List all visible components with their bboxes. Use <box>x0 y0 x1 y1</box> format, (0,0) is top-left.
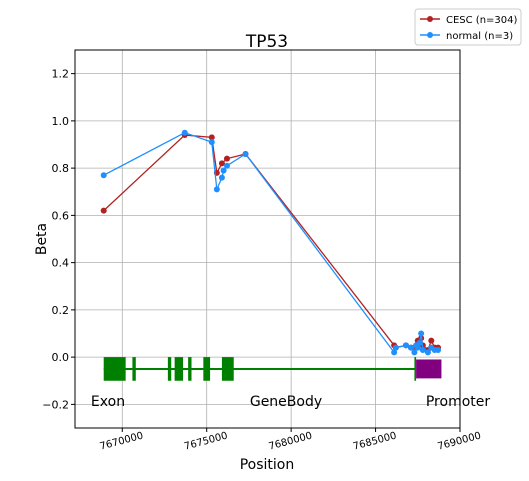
exon-block <box>414 357 417 381</box>
x-tick-label: 7690000 <box>436 431 482 453</box>
exon-block <box>132 357 136 381</box>
exon-block <box>221 357 234 381</box>
data-point-normal <box>213 186 220 193</box>
data-point-normal <box>218 174 225 181</box>
data-point-normal <box>414 344 421 351</box>
y-tick-label: 0.0 <box>52 351 70 364</box>
x-tick-label: 7670000 <box>99 431 145 453</box>
data-point-normal <box>408 344 415 351</box>
legend: CESC (n=304) normal (n=3) <box>414 8 522 46</box>
y-tick-label: 1.0 <box>52 115 70 128</box>
data-point-cesc <box>223 155 230 162</box>
data-point-normal <box>411 349 418 356</box>
data-point-normal <box>419 347 426 354</box>
exon-block <box>188 357 192 381</box>
legend-box <box>414 8 522 46</box>
x-axis-label: Position <box>240 457 295 473</box>
legend-marker-normal <box>427 32 433 38</box>
legend-label-cesc: CESC (n=304) <box>446 15 518 26</box>
plot-frame <box>74 49 461 429</box>
y-tick-label: 0.2 <box>52 304 70 317</box>
exon-block <box>203 357 211 381</box>
x-tick-label: 7675000 <box>183 431 229 453</box>
data-point-normal <box>392 344 399 351</box>
series-line-normal <box>103 131 439 354</box>
y-tick-label: 0.8 <box>52 162 70 175</box>
data-point-cesc <box>428 337 435 344</box>
exon-block <box>174 357 184 381</box>
data-point-normal <box>418 330 425 337</box>
data-point-normal <box>402 342 409 349</box>
data-point-normal <box>208 139 215 146</box>
data-point-cesc <box>218 160 225 167</box>
legend-label-normal: normal (n=3) <box>446 31 513 42</box>
x-tick-label: 7680000 <box>268 431 314 453</box>
data-point-normal <box>391 349 398 356</box>
series-lines <box>100 129 442 356</box>
y-axis-ticks: −0.2 0.0 0.2 0.4 0.6 0.8 1.0 1.2 <box>42 68 75 411</box>
data-point-normal <box>424 349 431 356</box>
x-axis-ticks: 7670000 7675000 7680000 7685000 7690000 <box>99 428 482 453</box>
y-tick-label: −0.2 <box>42 398 69 411</box>
gene-label-promoter: Promoter <box>426 394 491 410</box>
y-tick-label: 0.6 <box>52 209 70 222</box>
data-point-cesc <box>100 207 107 214</box>
legend-marker-cesc <box>427 16 433 22</box>
data-point-normal <box>220 167 227 174</box>
y-tick-label: 1.2 <box>52 68 70 81</box>
data-point-normal <box>242 150 249 157</box>
data-point-normal <box>181 129 188 136</box>
chart-title: TP53 <box>245 32 288 52</box>
gene-label-genebody: GeneBody <box>250 394 322 410</box>
data-point-cesc <box>208 134 215 141</box>
gene-label-exon: Exon <box>91 394 125 410</box>
promoter-block <box>416 359 442 379</box>
y-axis-label: Beta <box>34 223 50 255</box>
x-tick-label: 7685000 <box>352 431 398 453</box>
data-point-normal <box>435 347 442 354</box>
data-point-normal <box>223 162 230 169</box>
data-point-normal <box>100 172 107 179</box>
y-tick-label: 0.4 <box>52 257 70 270</box>
gene-track <box>103 357 442 381</box>
exon-block <box>103 357 126 381</box>
data-point-normal <box>416 339 423 346</box>
series-line-cesc <box>103 134 439 352</box>
exon-block <box>167 357 172 381</box>
